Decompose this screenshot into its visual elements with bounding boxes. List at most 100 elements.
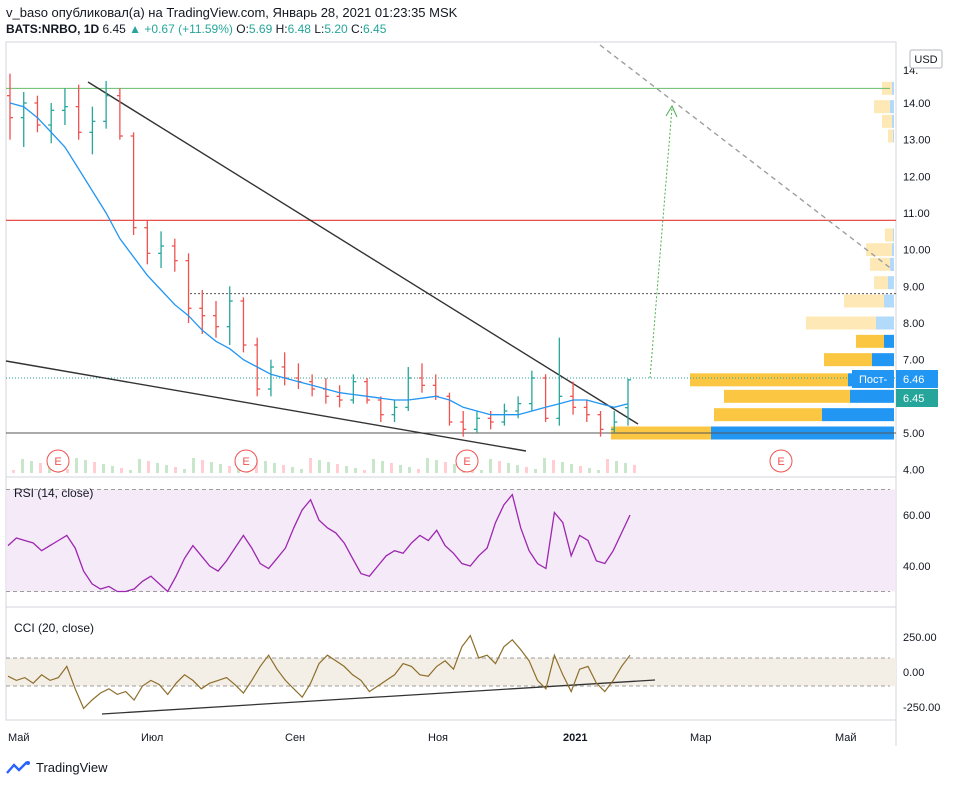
volume-bar xyxy=(498,461,501,473)
price-bar xyxy=(61,88,68,125)
price-bar xyxy=(556,337,563,426)
time-axis[interactable]: Май Июл Сен Ноя 2021 Мар Май xyxy=(8,732,857,744)
price-bar xyxy=(350,374,357,404)
post-market-price: 6.46 xyxy=(903,374,924,386)
volume-bar xyxy=(390,463,393,473)
volume-profile-down xyxy=(870,257,890,271)
time-axis-tick: Июл xyxy=(141,732,163,744)
volume-bar xyxy=(426,458,429,473)
price-bar xyxy=(625,378,631,426)
volume-bar xyxy=(327,462,330,473)
volume-bar xyxy=(273,463,276,473)
wedge-support-line[interactable] xyxy=(5,360,527,452)
price-bar xyxy=(336,385,343,408)
symbol-legend: BATS:NRBO, 1D 6.45 ▲ +0.67 (+11.59%) O:5… xyxy=(6,22,386,36)
volume-profile-down xyxy=(824,353,872,367)
volume-bar xyxy=(624,463,627,473)
price-bar xyxy=(213,301,219,338)
volume-bar xyxy=(318,460,321,473)
volume-bar xyxy=(588,468,591,473)
rsi-band xyxy=(6,489,896,592)
volume-bar xyxy=(516,465,519,473)
volume-bar xyxy=(111,466,114,473)
volume-bar xyxy=(309,458,312,473)
earnings-marker[interactable]: E xyxy=(46,449,70,473)
volume-bar xyxy=(174,467,177,473)
symbol-name[interactable]: BATS:NRBO, 1D xyxy=(6,22,100,36)
volume-profile-up xyxy=(872,353,894,367)
volume-bar xyxy=(354,468,357,473)
post-market-tag-left xyxy=(852,370,894,388)
volume-bar xyxy=(39,463,42,473)
volume-profile-down xyxy=(874,276,888,290)
price-axis-tick: 7.00 xyxy=(903,355,924,367)
target-arrow-head xyxy=(665,104,678,118)
price-axis-tick: 13.00 xyxy=(903,135,931,147)
volume-bar xyxy=(237,468,240,473)
brand-name: TradingView xyxy=(36,760,108,775)
price-bar xyxy=(75,84,82,140)
volume-profile-down xyxy=(874,100,890,114)
volume-profile-down xyxy=(888,129,893,143)
volume-bar xyxy=(453,464,456,473)
earnings-marker[interactable]: E xyxy=(769,449,793,473)
volume-profile-down xyxy=(882,114,892,128)
price-bar xyxy=(199,290,206,334)
volume-profile-up xyxy=(876,316,894,330)
last-price-tag xyxy=(896,389,938,407)
cci-trendline[interactable] xyxy=(101,679,656,715)
high-value: 6.48 xyxy=(287,22,311,36)
price-bar xyxy=(267,359,274,397)
change-value: ▲ +0.67 (+11.59%) xyxy=(129,22,233,36)
downtrend-line[interactable] xyxy=(87,81,639,425)
volume-bar xyxy=(264,461,267,473)
volume-profile-down xyxy=(866,243,892,257)
target-arrow[interactable] xyxy=(649,107,673,379)
rsi-axis-tick: 40.00 xyxy=(903,561,931,573)
volume-profile-up xyxy=(888,276,894,290)
price-bar xyxy=(226,286,233,345)
price-bar xyxy=(7,73,13,140)
volume-profile-up xyxy=(893,129,894,143)
volume-bar xyxy=(210,462,213,473)
volume-profile-up xyxy=(890,257,894,271)
price-bar xyxy=(542,374,549,422)
time-axis-tick: Май xyxy=(8,732,30,744)
price-axis-tick: 10.00 xyxy=(903,245,931,257)
post-market-label: Пост- xyxy=(859,374,888,386)
price-axis-tick: 5.00 xyxy=(903,428,924,440)
price-bar xyxy=(48,103,55,144)
projection-dashed-line[interactable] xyxy=(599,44,894,271)
volume-bar xyxy=(75,458,78,473)
tradingview-brand[interactable]: TradingView xyxy=(6,760,108,775)
time-axis-tick: Май xyxy=(835,732,857,744)
price-axis[interactable]: 14.14.0013.0012.0011.0010.009.008.007.00… xyxy=(903,65,940,714)
volume-bar xyxy=(633,465,636,473)
volume-bar xyxy=(597,470,600,473)
volume-bar xyxy=(48,465,51,473)
price-bar xyxy=(130,132,137,235)
price-bar xyxy=(171,238,178,272)
volume-profile-up xyxy=(892,81,894,95)
price-axis-tick: 14.00 xyxy=(903,98,931,110)
volume-bar xyxy=(219,464,222,473)
volume-profile-down xyxy=(714,408,822,422)
earnings-marker[interactable]: E xyxy=(234,449,258,473)
post-market-tag xyxy=(896,370,938,388)
volume-bar xyxy=(120,468,123,473)
low-label: L: xyxy=(314,22,325,36)
volume-bar xyxy=(21,459,24,473)
price-bar xyxy=(185,253,192,323)
last-price-value: 6.45 xyxy=(903,393,924,405)
volume-bar xyxy=(615,461,618,473)
volume-bar xyxy=(606,459,609,473)
volume-bar xyxy=(93,462,96,473)
volume-bar xyxy=(282,465,285,473)
price-axis-tick: 9.00 xyxy=(903,281,924,293)
cci-line xyxy=(7,634,631,710)
volume-profile-down xyxy=(856,334,884,348)
currency-button[interactable] xyxy=(909,49,943,69)
earnings-marker[interactable]: E xyxy=(455,449,479,473)
price-bar xyxy=(611,411,618,433)
